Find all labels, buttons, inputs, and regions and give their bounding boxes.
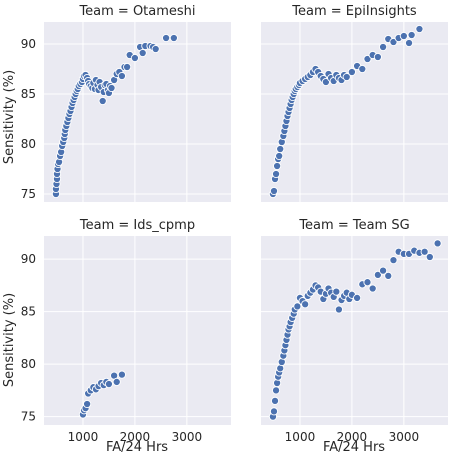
axis-labels: Sensitivity (%) Sensitivity (%) FA/24 Hr… bbox=[2, 70, 385, 455]
panel-title: Team = EpiInsights bbox=[291, 4, 417, 19]
data-point bbox=[347, 67, 356, 77]
x-axis-label-right: FA/24 Hrs bbox=[323, 440, 385, 455]
data-point bbox=[269, 407, 279, 416]
x-tick-label: 3000 bbox=[172, 430, 203, 444]
data-point bbox=[293, 302, 302, 311]
data-point bbox=[98, 96, 107, 106]
x-tick-label: 1000 bbox=[285, 430, 316, 444]
y-axis-label-bottom: Sensitivity (%) bbox=[2, 293, 17, 387]
data-point bbox=[342, 72, 351, 82]
data-point bbox=[332, 287, 341, 296]
y-tick-label: 90 bbox=[21, 37, 36, 51]
plot-background bbox=[44, 22, 231, 202]
data-point bbox=[117, 370, 126, 379]
panel-title: Team = Otameshi bbox=[78, 4, 195, 19]
x-tick-label: 2000 bbox=[120, 430, 151, 444]
data-point bbox=[353, 293, 362, 303]
plot-background bbox=[44, 236, 231, 425]
data-point bbox=[379, 266, 388, 275]
data-point bbox=[272, 169, 281, 179]
y-tick-label: 85 bbox=[21, 305, 36, 319]
data-point bbox=[151, 44, 160, 54]
data-point bbox=[407, 30, 416, 40]
data-point bbox=[373, 52, 382, 62]
data-point bbox=[107, 83, 116, 93]
data-point bbox=[269, 186, 279, 196]
facet-panel-3: Team = Ids_cpmp 75 80 85 90 1000 2000 3000 bbox=[21, 218, 231, 444]
x-tick-label: 1000 bbox=[68, 430, 99, 444]
y-tick-label: 80 bbox=[21, 137, 36, 151]
facet-panel-2: Team = EpiInsights bbox=[261, 4, 448, 202]
x-axis-label-left: FA/24 Hrs bbox=[106, 440, 168, 455]
x-tick-label: 3000 bbox=[389, 430, 420, 444]
data-point bbox=[273, 161, 282, 171]
data-point bbox=[373, 270, 382, 279]
data-point bbox=[399, 31, 408, 41]
data-point bbox=[138, 48, 147, 58]
data-point bbox=[358, 64, 367, 74]
data-point bbox=[433, 239, 442, 248]
data-point bbox=[123, 62, 132, 72]
y-tick-label: 80 bbox=[21, 357, 36, 371]
data-point bbox=[404, 38, 414, 48]
data-point bbox=[379, 42, 388, 52]
facet-panel-4: Team = Team SG 1000 2000 3000 bbox=[261, 218, 448, 444]
data-point bbox=[117, 71, 126, 81]
data-point bbox=[272, 386, 281, 395]
data-point bbox=[169, 33, 178, 43]
data-point bbox=[270, 396, 280, 405]
data-point bbox=[83, 399, 92, 409]
y-tick-label: 75 bbox=[21, 187, 36, 201]
data-point bbox=[334, 305, 343, 314]
panel-title: Team = Team SG bbox=[298, 218, 409, 233]
facet-panel-1: Team = Otameshi 75 80 85 90 bbox=[21, 4, 231, 202]
data-point bbox=[112, 377, 121, 387]
data-point bbox=[130, 53, 139, 63]
y-tick-label: 90 bbox=[21, 252, 36, 266]
data-point bbox=[425, 252, 434, 262]
data-point bbox=[368, 284, 377, 293]
data-point bbox=[276, 144, 285, 154]
data-point bbox=[384, 271, 393, 280]
data-point bbox=[301, 300, 310, 309]
data-point bbox=[363, 278, 372, 287]
x-tick-label: 2000 bbox=[337, 430, 368, 444]
y-tick-label: 75 bbox=[21, 410, 36, 424]
data-point bbox=[415, 24, 424, 34]
data-point bbox=[275, 151, 284, 161]
data-point bbox=[104, 379, 113, 389]
facet-panels: Team = Otameshi 75 80 85 90 Team = EpiInsight… bbox=[21, 4, 448, 444]
data-point bbox=[162, 33, 171, 43]
y-axis-label-top: Sensitivity (%) bbox=[2, 70, 17, 164]
data-point bbox=[420, 247, 429, 256]
panel-title: Team = Ids_cpmp bbox=[79, 218, 195, 233]
y-tick-label: 85 bbox=[21, 87, 36, 101]
data-point bbox=[389, 256, 398, 265]
